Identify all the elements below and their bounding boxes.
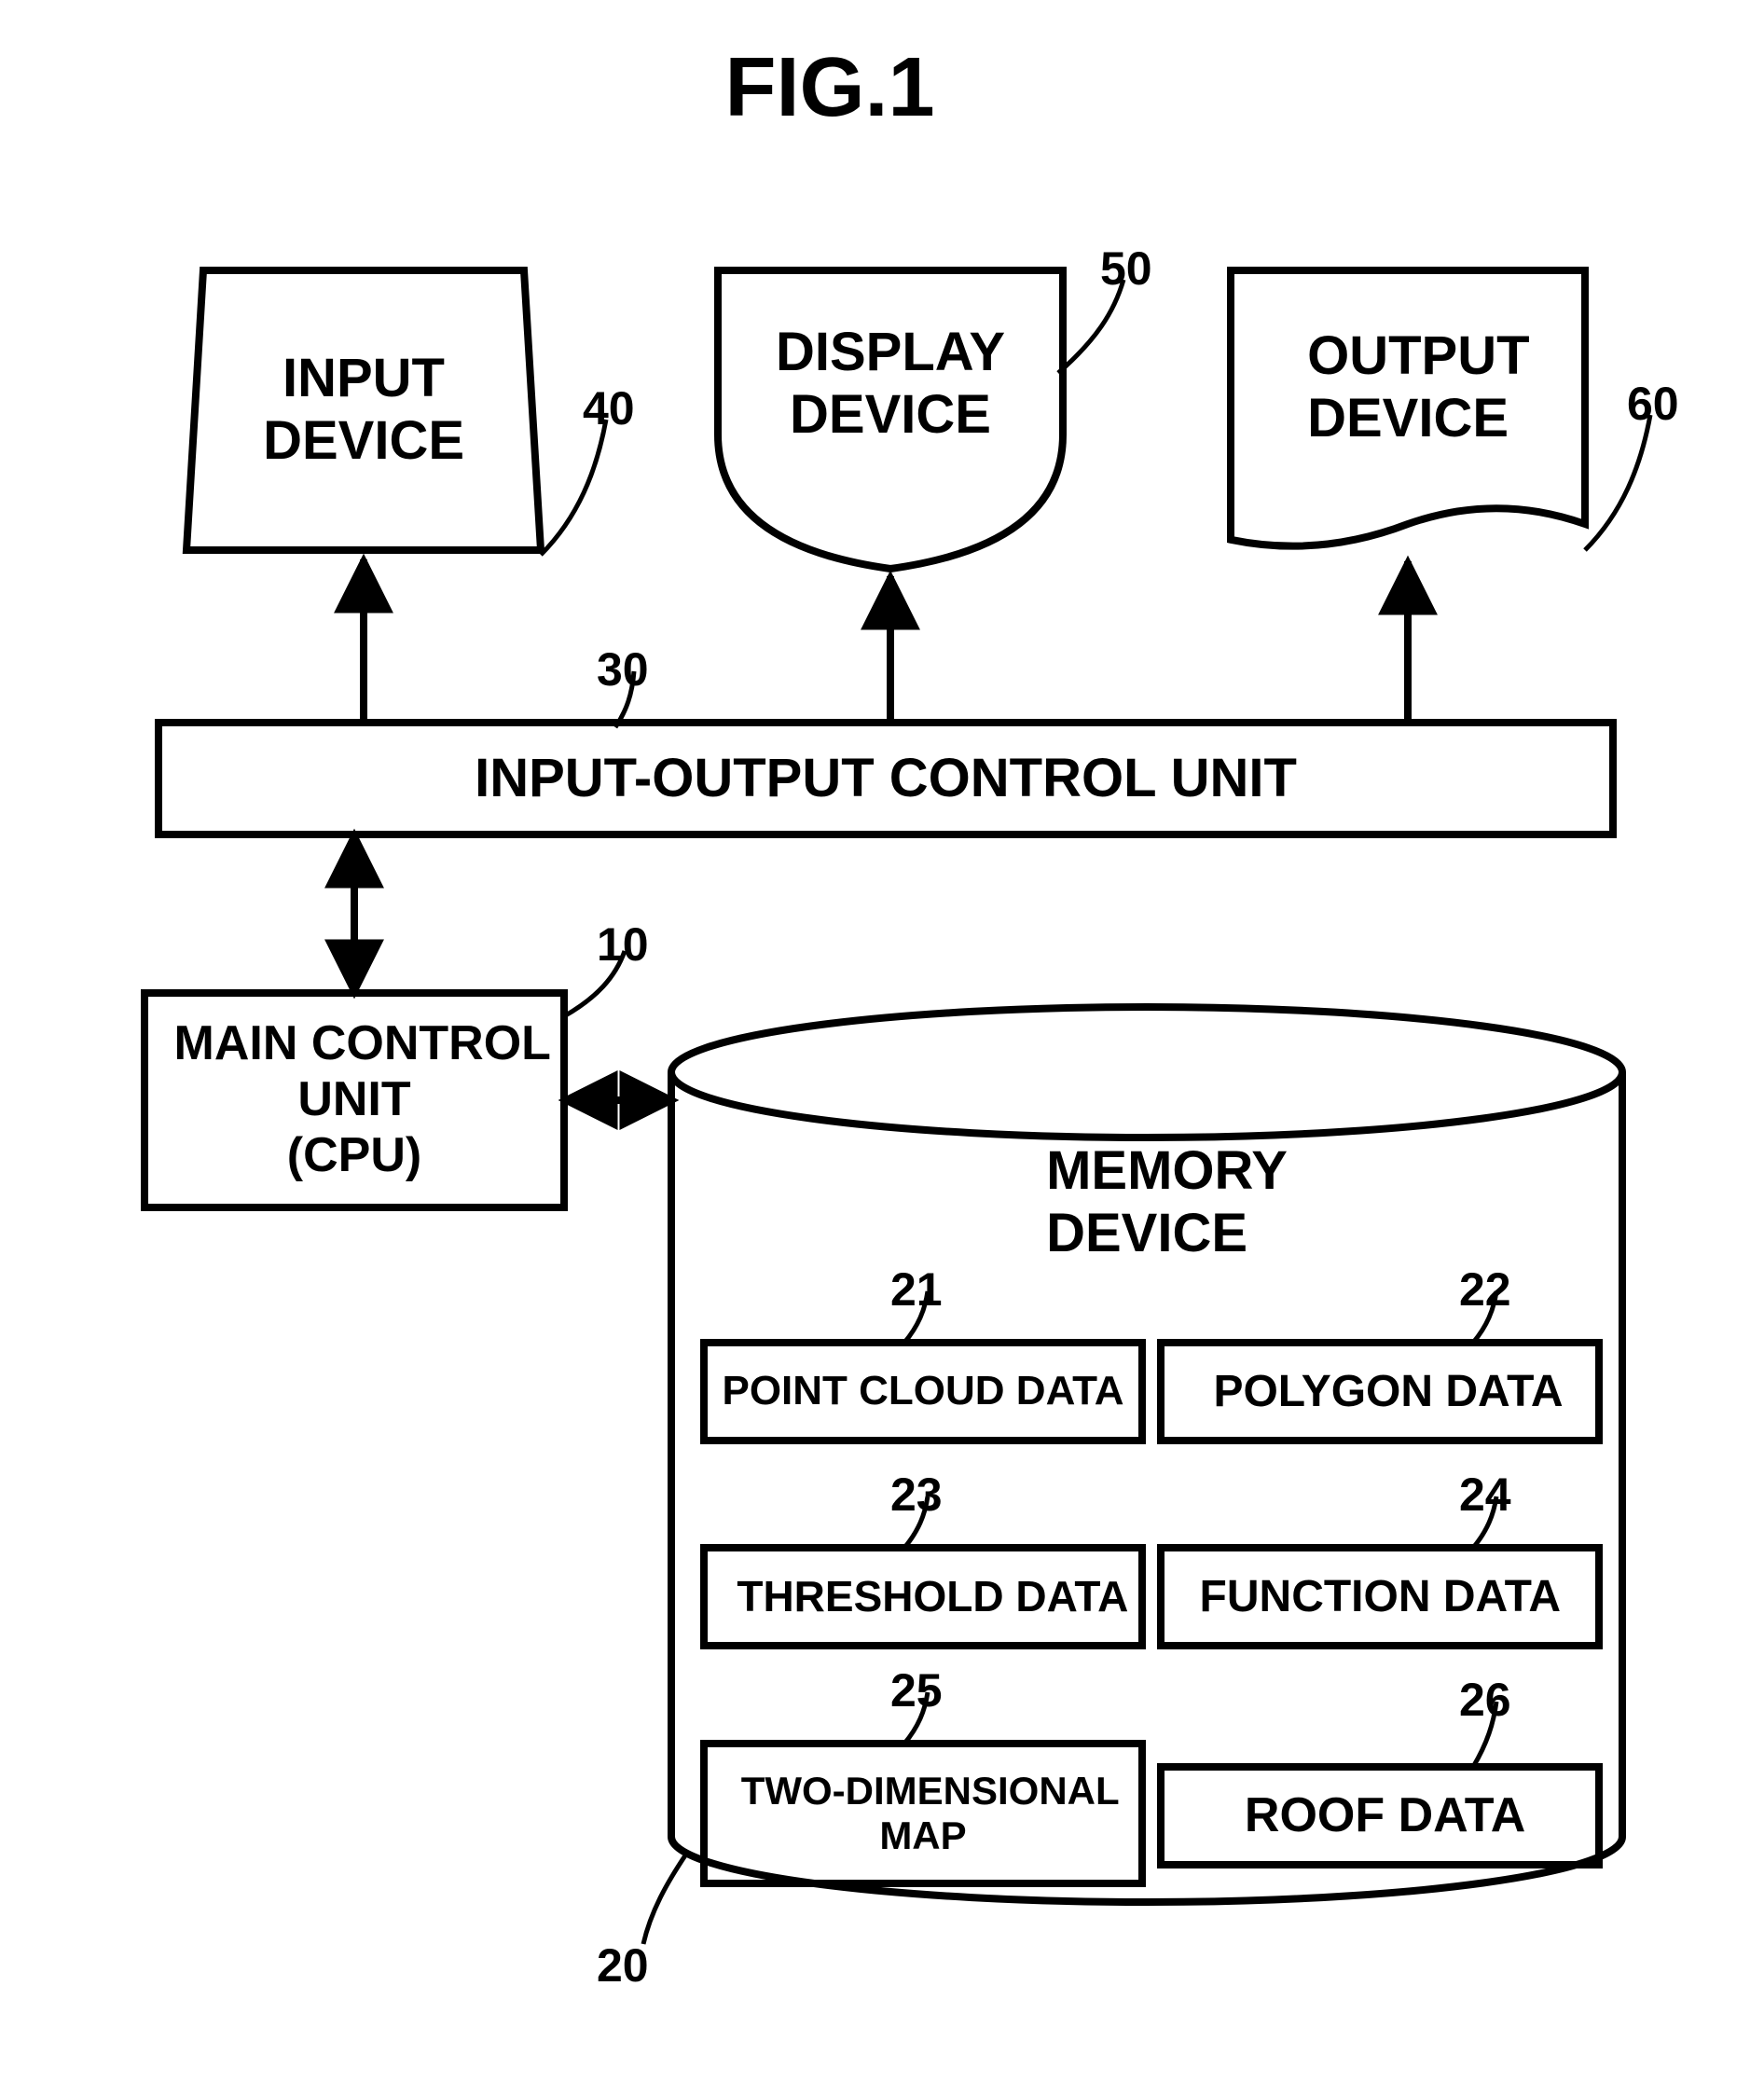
main_control-label: MAIN CONTROL UNIT (CPU) bbox=[174, 1016, 535, 1183]
ref-24: 24 bbox=[1459, 1469, 1511, 1523]
ref-50: 50 bbox=[1100, 242, 1152, 296]
ref-22: 22 bbox=[1459, 1263, 1511, 1317]
threshold-label: THRESHOLD DATA bbox=[737, 1572, 1109, 1621]
polygon-label: POLYGON DATA bbox=[1213, 1366, 1546, 1417]
diagram-canvas: FIG.1 INPUT DEVICE DISPLAY DEVICE OUTPUT DE… bbox=[0, 0, 1764, 2096]
roof-label: ROOF DATA bbox=[1245, 1788, 1515, 1844]
ref-26: 26 bbox=[1459, 1674, 1511, 1728]
ref-20: 20 bbox=[597, 1939, 649, 1993]
output_device-label: OUTPUT DEVICE bbox=[1307, 325, 1509, 449]
ref-10: 10 bbox=[597, 918, 649, 972]
figure-title: FIG.1 bbox=[700, 40, 960, 137]
ref-40: 40 bbox=[583, 382, 635, 436]
input_device-label: INPUT DEVICE bbox=[263, 348, 464, 472]
io_control-label: INPUT-OUTPUT CONTROL UNIT bbox=[467, 748, 1305, 810]
point_cloud-label: POINT CLOUD DATA bbox=[720, 1368, 1126, 1415]
ref-21: 21 bbox=[890, 1263, 943, 1317]
display_device-label: DISPLAY DEVICE bbox=[773, 322, 1008, 446]
function-label: FUNCTION DATA bbox=[1200, 1571, 1561, 1622]
memory_device-label: MEMORY DEVICE bbox=[1046, 1140, 1247, 1264]
ref-60: 60 bbox=[1627, 378, 1679, 432]
twod_map-label: TWO-DIMENSIONAL MAP bbox=[741, 1769, 1106, 1859]
ref-25: 25 bbox=[890, 1664, 943, 1718]
ref-23: 23 bbox=[890, 1469, 943, 1523]
ref-30: 30 bbox=[597, 643, 649, 697]
